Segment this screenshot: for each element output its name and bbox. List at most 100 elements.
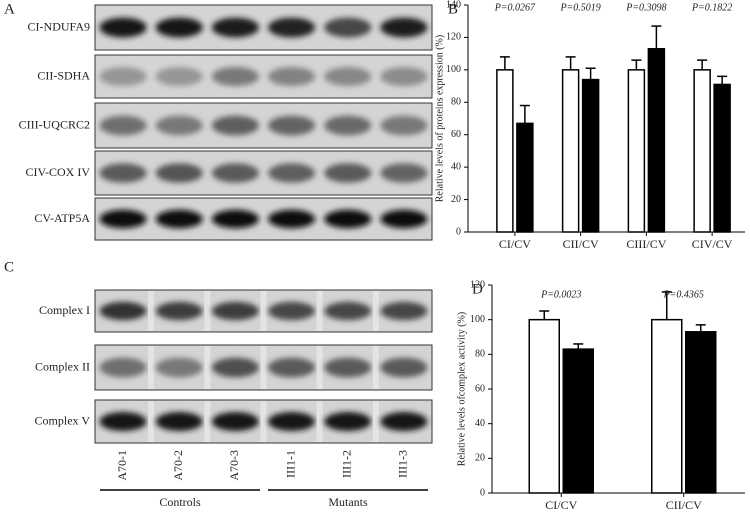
bar [685, 331, 717, 494]
p-value: P=0.4365 [663, 289, 704, 300]
blot-band [267, 357, 316, 378]
lane-gap [260, 291, 267, 331]
blot-label: CIII-UQCRC2 [19, 117, 90, 131]
blot-band [155, 412, 203, 431]
y-tick-label: 120 [470, 279, 485, 290]
blot-band [324, 357, 372, 378]
bar [713, 83, 731, 233]
y-tick-label: 60 [451, 129, 461, 140]
blot-band [324, 163, 372, 183]
lane-gap [148, 346, 155, 389]
lane-gap [316, 346, 323, 389]
blot-band [380, 67, 428, 86]
p-value: P=0.0267 [494, 2, 536, 13]
y-tick-label: 20 [451, 194, 461, 205]
y-tick-label: 100 [446, 64, 461, 75]
y-axis-title: Relative levels of proteins expression (… [434, 35, 445, 202]
blot-band [324, 115, 372, 136]
y-tick-label: 40 [451, 161, 461, 172]
blot-band [324, 209, 372, 229]
lane-gap [316, 291, 323, 331]
panel-letter: C [4, 259, 14, 275]
lane-gap [204, 346, 211, 389]
blot-band [99, 357, 147, 378]
bar [581, 78, 600, 233]
y-tick-label: 0 [480, 487, 485, 498]
lane-label: III1-2 [340, 450, 354, 478]
blot-band [380, 357, 428, 378]
blot-band [211, 163, 260, 183]
x-tick-label: CII/CV [666, 498, 702, 512]
blot-label: CI-NDUFA9 [28, 19, 90, 33]
blot-band [99, 209, 147, 229]
blot-band [380, 163, 428, 183]
y-tick-label: 60 [475, 383, 485, 394]
bar [528, 318, 560, 494]
bar [496, 69, 514, 233]
blot-band [267, 301, 316, 321]
y-tick-label: 0 [456, 226, 461, 237]
blot-band [155, 357, 203, 378]
x-tick-label: CI/CV [499, 237, 531, 251]
lane-gap [204, 401, 211, 442]
x-tick-label: CIV/CV [692, 237, 733, 251]
blot-band [380, 301, 428, 321]
blot-band [324, 67, 372, 86]
blot-band [211, 357, 260, 378]
blot-band [99, 115, 147, 136]
blot-band [267, 209, 316, 229]
blot-band [155, 209, 203, 229]
bar [647, 48, 666, 233]
y-tick-label: 120 [446, 32, 461, 43]
blot-band [211, 301, 260, 321]
bar [627, 69, 646, 233]
panel-letter: B [448, 1, 458, 17]
y-tick-label: 80 [451, 97, 461, 108]
blot-band [155, 301, 203, 321]
bar [516, 122, 534, 233]
lane-label: A70-3 [227, 450, 241, 481]
y-tick-label: 140 [446, 0, 461, 10]
lane-label: A70-1 [115, 450, 129, 481]
y-tick-label: 80 [475, 349, 485, 360]
y-tick-label: 40 [475, 418, 485, 429]
bar [651, 318, 683, 494]
blot-band [267, 67, 316, 86]
blot-band [267, 163, 316, 183]
lane-label: A70-2 [171, 450, 185, 481]
lane-gap [372, 401, 379, 442]
blot-band [380, 17, 428, 38]
blot-band [324, 412, 372, 431]
group-label: Controls [159, 495, 201, 509]
lane-label: III1-3 [396, 450, 410, 478]
blot-band [211, 115, 260, 136]
p-value: P=0.3098 [625, 2, 666, 13]
bar [693, 69, 711, 233]
blot-band [211, 67, 260, 86]
lane-gap [316, 401, 323, 442]
lane-gap [372, 346, 379, 389]
blot-band [267, 412, 316, 431]
blot-band [99, 301, 147, 321]
lane-gap [260, 401, 267, 442]
p-value: P=0.0023 [540, 289, 581, 300]
blot-label: CII-SDHA [37, 68, 90, 82]
x-tick-label: CIII/CV [626, 237, 666, 251]
blot-frame [94, 102, 433, 149]
blot-label: Complex II [35, 359, 90, 373]
x-tick-label: CI/CV [545, 498, 577, 512]
bar [561, 69, 580, 233]
lane-gap [204, 291, 211, 331]
blot-frame [94, 197, 433, 241]
p-value: P=0.5019 [559, 2, 600, 13]
blot-frame [94, 150, 433, 196]
blot-band [155, 17, 203, 38]
blot-band [380, 209, 428, 229]
lane-gap [148, 291, 155, 331]
blot-frame [94, 4, 433, 51]
lane-gap [148, 401, 155, 442]
blot-band [99, 17, 147, 38]
y-tick-label: 100 [470, 314, 485, 325]
blot-band [211, 17, 260, 38]
